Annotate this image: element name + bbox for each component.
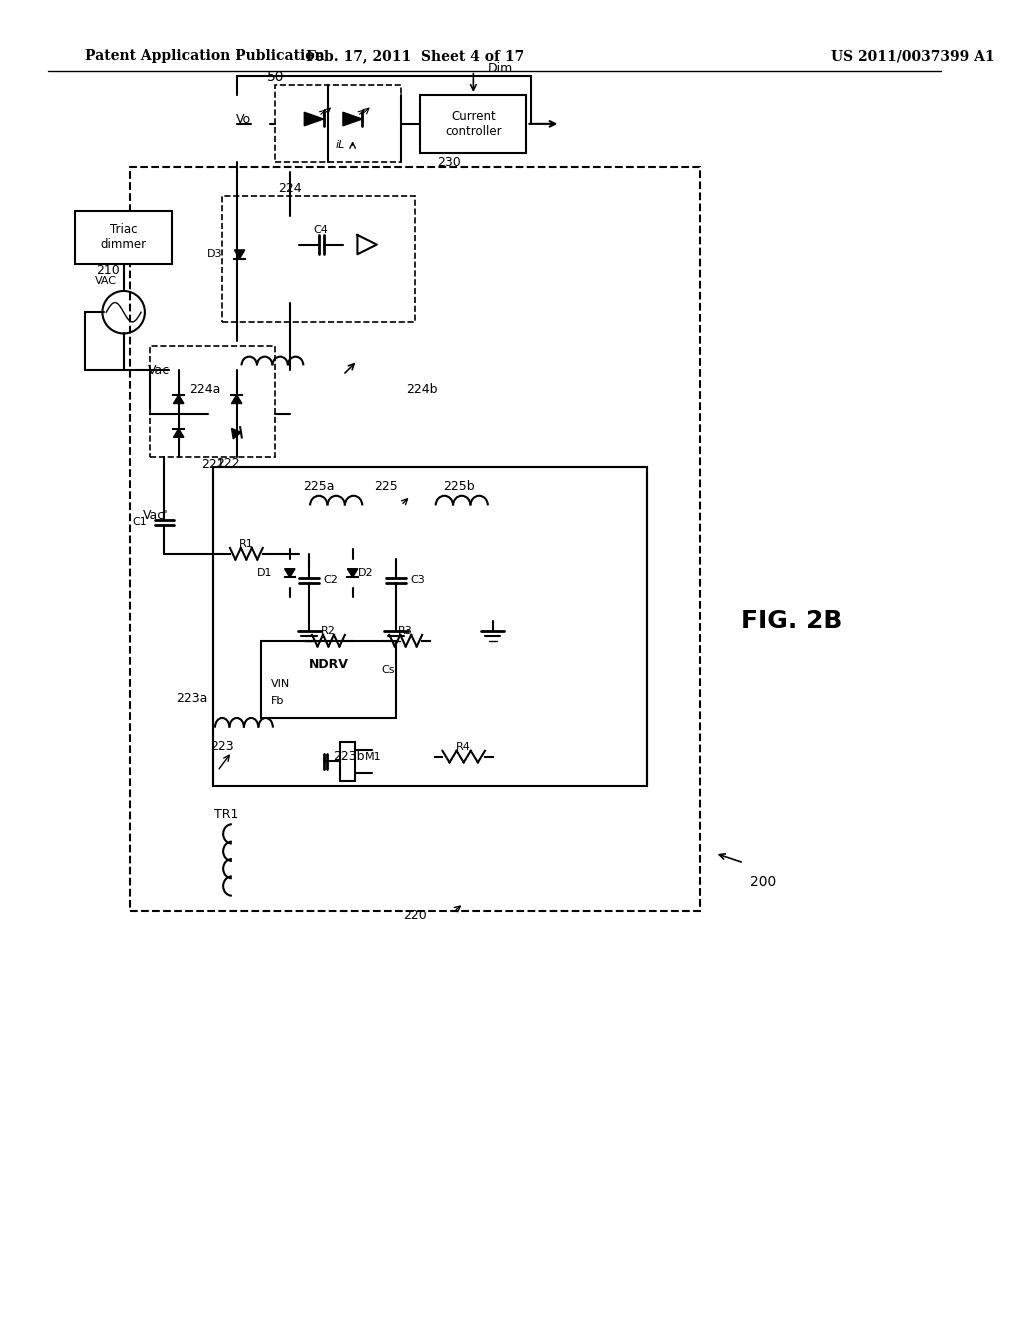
Text: R2: R2 — [321, 626, 336, 636]
Polygon shape — [173, 429, 184, 437]
Polygon shape — [347, 569, 357, 577]
Text: 224: 224 — [278, 182, 302, 195]
Text: Current
controller: Current controller — [445, 110, 502, 137]
Text: NDRV: NDRV — [308, 659, 348, 672]
Text: 225b: 225b — [443, 479, 475, 492]
Text: 224b: 224b — [406, 383, 437, 396]
Polygon shape — [343, 112, 362, 125]
Text: R3: R3 — [398, 626, 413, 636]
Text: C3: C3 — [411, 574, 425, 585]
Text: 224a: 224a — [188, 383, 220, 396]
Text: Triac
dimmer: Triac dimmer — [100, 223, 146, 251]
Text: 210: 210 — [96, 264, 121, 277]
Text: Fb: Fb — [270, 696, 284, 706]
Polygon shape — [231, 429, 241, 438]
Text: 225: 225 — [375, 479, 398, 492]
Text: Dim: Dim — [487, 62, 513, 75]
Bar — [340, 742, 355, 780]
Text: C2: C2 — [324, 574, 339, 585]
Text: TR1: TR1 — [214, 808, 239, 821]
Bar — [150, 346, 275, 457]
Polygon shape — [231, 395, 242, 404]
Text: 222: 222 — [216, 458, 240, 470]
Polygon shape — [304, 112, 324, 125]
Text: D1: D1 — [257, 568, 272, 578]
Text: R4: R4 — [457, 742, 471, 752]
Text: 223: 223 — [210, 741, 234, 754]
Text: Patent Application Publication: Patent Application Publication — [85, 49, 325, 63]
Bar — [261, 640, 396, 718]
Bar — [420, 95, 526, 153]
Text: 223b: 223b — [333, 750, 365, 763]
Text: C1: C1 — [132, 517, 146, 527]
Text: R1: R1 — [239, 539, 254, 549]
Text: 225a: 225a — [303, 479, 335, 492]
Text: Feb. 17, 2011  Sheet 4 of 17: Feb. 17, 2011 Sheet 4 of 17 — [306, 49, 524, 63]
Text: VAC: VAC — [95, 276, 118, 286]
Text: 220: 220 — [403, 909, 427, 923]
Polygon shape — [173, 395, 184, 404]
Text: C4: C4 — [313, 226, 328, 235]
Polygon shape — [234, 249, 245, 259]
Text: 221: 221 — [201, 458, 224, 471]
Text: M1: M1 — [366, 751, 382, 762]
Text: Vac: Vac — [148, 364, 171, 376]
Text: VIN: VIN — [270, 680, 290, 689]
Text: 50: 50 — [266, 70, 284, 84]
Text: Vac': Vac' — [143, 508, 169, 521]
Text: D2: D2 — [357, 568, 373, 578]
Bar — [222, 197, 416, 322]
Text: 200: 200 — [750, 875, 776, 890]
Bar — [76, 211, 172, 264]
Text: Cs: Cs — [382, 665, 395, 675]
Text: iL: iL — [335, 140, 345, 150]
Text: D3: D3 — [207, 249, 222, 259]
Text: 230: 230 — [437, 156, 461, 169]
Polygon shape — [285, 569, 295, 577]
Text: US 2011/0037399 A1: US 2011/0037399 A1 — [830, 49, 994, 63]
Bar — [275, 86, 401, 162]
Text: 223a: 223a — [176, 692, 208, 705]
Text: Vo: Vo — [237, 112, 251, 125]
Text: FIG. 2B: FIG. 2B — [741, 610, 843, 634]
Bar — [213, 467, 647, 785]
Bar — [130, 168, 700, 911]
